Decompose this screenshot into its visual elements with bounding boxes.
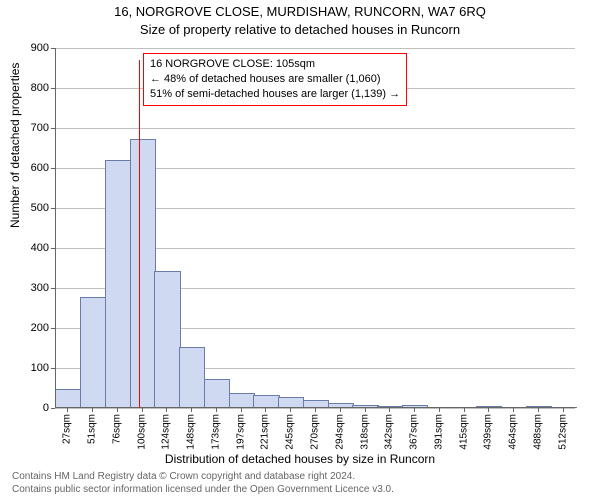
xtick-mark bbox=[142, 408, 143, 412]
xtick-mark bbox=[464, 408, 465, 412]
xtick-label: 464sqm bbox=[508, 414, 519, 450]
grid-line bbox=[55, 128, 575, 129]
xtick-mark bbox=[117, 408, 118, 412]
histogram-bar bbox=[105, 160, 131, 408]
callout-line: 16 NORGROVE CLOSE: 105sqm bbox=[150, 57, 400, 72]
callout-box: 16 NORGROVE CLOSE: 105sqm← 48% of detach… bbox=[143, 53, 407, 106]
xtick-mark bbox=[92, 408, 93, 412]
xtick-mark bbox=[563, 408, 564, 412]
xtick-label: 76sqm bbox=[111, 414, 122, 444]
xtick-mark bbox=[513, 408, 514, 412]
xtick-mark bbox=[414, 408, 415, 412]
xtick-label: 294sqm bbox=[334, 414, 345, 450]
ytick-label: 800 bbox=[9, 82, 49, 94]
xtick-mark bbox=[365, 408, 366, 412]
callout-line: ← 48% of detached houses are smaller (1,… bbox=[150, 72, 400, 87]
footer-line2: Contains public sector information licen… bbox=[12, 483, 394, 496]
xtick-label: 124sqm bbox=[161, 414, 172, 450]
xtick-mark bbox=[216, 408, 217, 412]
ytick-label: 600 bbox=[9, 162, 49, 174]
marker-line bbox=[139, 60, 141, 408]
xtick-label: 488sqm bbox=[532, 414, 543, 450]
y-axis-line bbox=[55, 48, 56, 408]
xtick-mark bbox=[241, 408, 242, 412]
xtick-label: 173sqm bbox=[210, 414, 221, 450]
xtick-mark bbox=[439, 408, 440, 412]
xtick-label: 512sqm bbox=[557, 414, 568, 450]
plot-region: 010020030040050060070080090027sqm51sqm76… bbox=[55, 48, 575, 408]
xtick-label: 100sqm bbox=[136, 414, 147, 450]
page-title-line1: 16, NORGROVE CLOSE, MURDISHAW, RUNCORN, … bbox=[0, 4, 600, 19]
ytick-label: 100 bbox=[9, 362, 49, 374]
xtick-label: 318sqm bbox=[359, 414, 370, 450]
histogram-bar bbox=[204, 379, 230, 408]
ytick-label: 0 bbox=[9, 402, 49, 414]
xtick-label: 221sqm bbox=[260, 414, 271, 450]
ytick-label: 900 bbox=[9, 42, 49, 54]
histogram-bar bbox=[55, 389, 81, 408]
ytick-label: 700 bbox=[9, 122, 49, 134]
xtick-label: 148sqm bbox=[186, 414, 197, 450]
x-axis-line bbox=[55, 407, 575, 408]
footer-line1: Contains HM Land Registry data © Crown c… bbox=[12, 470, 394, 483]
page-title-line2: Size of property relative to detached ho… bbox=[0, 22, 600, 37]
ytick-label: 400 bbox=[9, 242, 49, 254]
ytick-label: 300 bbox=[9, 282, 49, 294]
xtick-mark bbox=[538, 408, 539, 412]
xtick-mark bbox=[67, 408, 68, 412]
ytick-label: 500 bbox=[9, 202, 49, 214]
xtick-label: 439sqm bbox=[483, 414, 494, 450]
xtick-label: 27sqm bbox=[62, 414, 73, 444]
xtick-mark bbox=[265, 408, 266, 412]
xtick-label: 197sqm bbox=[235, 414, 246, 450]
x-axis-label: Distribution of detached houses by size … bbox=[0, 452, 600, 466]
histogram-bar bbox=[229, 393, 255, 408]
xtick-mark bbox=[340, 408, 341, 412]
xtick-mark bbox=[488, 408, 489, 412]
callout-line: 51% of semi-detached houses are larger (… bbox=[150, 87, 400, 102]
xtick-label: 342sqm bbox=[384, 414, 395, 450]
xtick-mark bbox=[166, 408, 167, 412]
xtick-label: 391sqm bbox=[433, 414, 444, 450]
xtick-mark bbox=[290, 408, 291, 412]
xtick-label: 51sqm bbox=[87, 414, 98, 444]
xtick-label: 367sqm bbox=[409, 414, 420, 450]
histogram-bar bbox=[130, 139, 156, 408]
xtick-mark bbox=[191, 408, 192, 412]
xtick-label: 270sqm bbox=[310, 414, 321, 450]
chart-area: 010020030040050060070080090027sqm51sqm76… bbox=[55, 48, 575, 408]
histogram-bar bbox=[154, 271, 180, 408]
grid-line bbox=[55, 48, 575, 49]
xtick-mark bbox=[315, 408, 316, 412]
footer-attribution: Contains HM Land Registry data © Crown c… bbox=[12, 470, 394, 496]
ytick-label: 200 bbox=[9, 322, 49, 334]
xtick-label: 245sqm bbox=[285, 414, 296, 450]
histogram-bar bbox=[80, 297, 106, 408]
xtick-label: 415sqm bbox=[458, 414, 469, 450]
xtick-mark bbox=[389, 408, 390, 412]
histogram-bar bbox=[179, 347, 205, 408]
ytick-mark bbox=[51, 408, 55, 409]
